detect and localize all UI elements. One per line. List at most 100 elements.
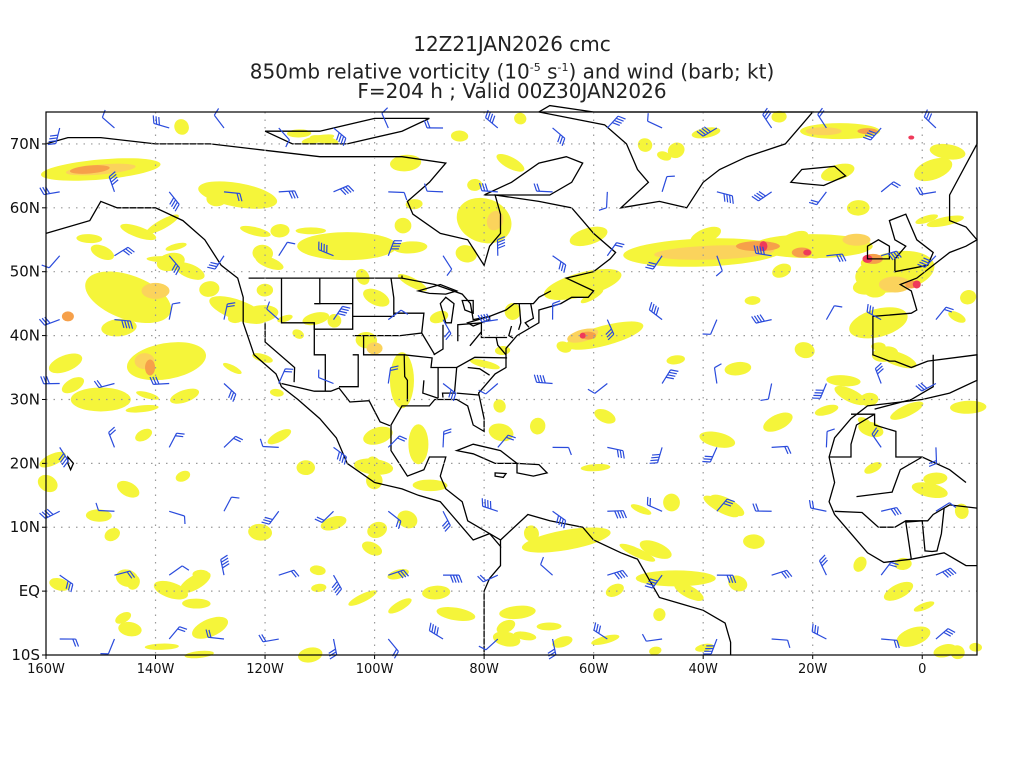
wind-barb <box>935 502 957 512</box>
vorticity-patch <box>70 387 131 412</box>
wind-barb-feather <box>871 427 878 435</box>
vorticity-patch <box>37 474 58 493</box>
wind-barb-feather <box>261 521 270 525</box>
wind-barb-feather <box>452 574 457 583</box>
vorticity-patch <box>915 214 938 225</box>
title-line-1: 12Z21JAN2026 cmc <box>413 32 611 56</box>
wind-barb-feather <box>893 507 899 516</box>
wind-barb-feather <box>756 314 763 323</box>
latitude-label: 10N <box>10 518 40 536</box>
wind-barb-feather <box>121 320 125 329</box>
vorticity-patch <box>594 408 616 424</box>
wind-barb-feather <box>598 625 602 634</box>
wind-barb-feather <box>340 136 345 145</box>
wind-barb-feather <box>622 570 629 578</box>
cuba-coast <box>454 443 519 465</box>
wind-barb-feather <box>65 580 69 589</box>
vorticity-patch <box>387 569 409 580</box>
vorticity-patch <box>871 346 899 362</box>
wind-barb-feather <box>665 376 674 380</box>
wind-barb <box>168 255 181 276</box>
wind-barb-feather <box>207 266 216 270</box>
wind-barb <box>387 309 409 321</box>
wind-barb-feather <box>443 431 452 435</box>
vorticity-patch <box>104 527 120 542</box>
wind-barb <box>762 107 773 129</box>
wind-barb-feather <box>614 510 619 519</box>
wind-barb-feather <box>497 239 506 244</box>
vorticity-patch <box>649 646 662 656</box>
vorticity-patch <box>355 268 370 285</box>
state-border <box>441 367 458 398</box>
wind-barb <box>442 255 453 276</box>
wind-barb-feather <box>402 569 409 577</box>
wind-barb-feather <box>208 264 217 268</box>
wind-barb <box>168 565 190 576</box>
vorticity-patch <box>639 540 672 559</box>
vorticity-patch <box>771 110 787 123</box>
wind-barb <box>387 365 399 384</box>
vorticity-patch <box>878 276 911 293</box>
wind-barb-shaft <box>168 303 173 320</box>
wind-barb-shaft <box>169 510 185 517</box>
wind-barb-feather <box>893 181 901 187</box>
wind-barb <box>223 435 244 448</box>
wind-barb <box>880 561 899 576</box>
vorticity-patch <box>146 214 179 235</box>
vorticity-patch <box>666 355 685 365</box>
wind-barb <box>38 316 60 326</box>
wind-barb <box>935 628 956 640</box>
wind-barb-feather <box>821 559 828 567</box>
wind-barb <box>387 435 408 448</box>
state-border <box>469 331 482 347</box>
wind-barb-feather <box>838 254 844 262</box>
wind-barb-feather <box>263 519 272 523</box>
vorticity-patch <box>912 280 921 289</box>
wind-barb-feather <box>726 498 735 503</box>
wind-barb-feather <box>129 570 136 578</box>
state-border <box>314 278 321 305</box>
wind-barb-feather <box>560 263 564 272</box>
vorticity-patch <box>174 119 189 135</box>
vorticity-patch <box>591 634 620 646</box>
state-border <box>313 322 326 392</box>
wind-barb-feather <box>595 623 599 632</box>
wind-barb-feather <box>47 142 56 146</box>
wind-barb-feather <box>479 574 487 582</box>
baffin-coast <box>483 156 584 196</box>
wind-barb-feather <box>896 640 900 649</box>
wind-barb <box>114 319 134 329</box>
state-border <box>467 366 490 376</box>
wind-barb-feather <box>619 570 626 578</box>
wind-barb-feather <box>760 398 769 402</box>
wind-barb-feather <box>607 333 615 341</box>
iceland-coast <box>789 165 847 187</box>
wind-barb <box>808 191 827 206</box>
vorticity-patch <box>48 353 83 374</box>
wind-barb <box>716 498 735 512</box>
wind-barb-feather <box>756 245 760 254</box>
wind-barb-feather <box>448 389 452 398</box>
wind-barb-feather <box>619 510 625 519</box>
wind-barb-feather <box>942 571 949 578</box>
vorticity-patch <box>579 332 586 339</box>
wind-barb-feather <box>698 129 707 136</box>
wind-barb <box>39 508 60 520</box>
wind-barb <box>771 569 793 579</box>
wind-barb-feather <box>641 633 647 642</box>
vorticity-patch <box>450 130 469 142</box>
wind-barb-feather <box>397 520 402 529</box>
wind-barb-feather <box>126 571 133 579</box>
wind-barb <box>812 383 827 399</box>
wind-barb <box>826 253 847 263</box>
wind-barb-feather <box>108 171 116 178</box>
wind-barb-feather <box>345 186 352 193</box>
wind-barb <box>533 183 553 193</box>
wind-barb-feather <box>175 267 181 276</box>
wind-barb <box>703 638 718 655</box>
state-border <box>352 278 395 318</box>
wind-barb-feather <box>111 179 119 186</box>
wind-barb-feather <box>341 454 345 463</box>
wind-barb <box>587 383 608 394</box>
vorticity-patch <box>311 583 327 593</box>
